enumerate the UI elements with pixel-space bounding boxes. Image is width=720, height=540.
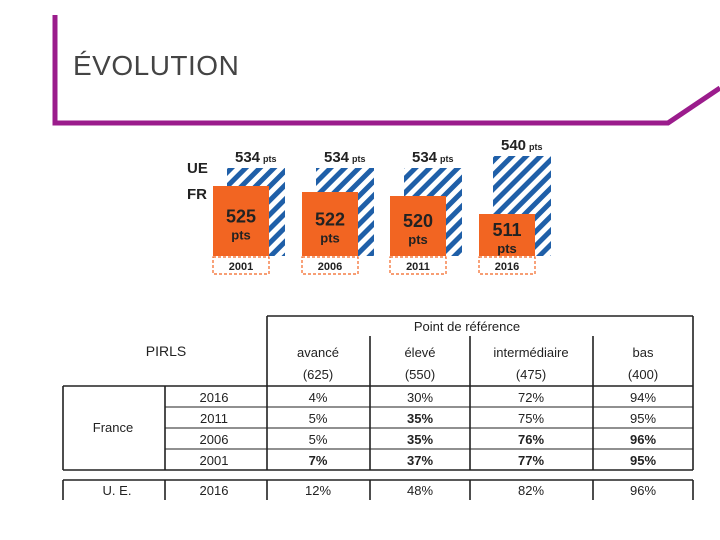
year-box bbox=[389, 256, 447, 275]
year-box bbox=[212, 256, 270, 275]
fr-bar-value: 525 bbox=[226, 206, 256, 226]
column-score: (400) bbox=[628, 367, 658, 382]
fr-series-label: FR bbox=[187, 186, 207, 203]
france-row-label: France bbox=[93, 420, 133, 435]
fr-bar bbox=[479, 214, 535, 256]
column-score: (625) bbox=[303, 367, 333, 382]
eu-bar-value: 534 pts bbox=[412, 149, 454, 166]
table-cell: 5% bbox=[309, 411, 328, 426]
frame-accent-line bbox=[52, 15, 720, 126]
fr-bar-value: 511 bbox=[492, 220, 521, 240]
table-cell: 4% bbox=[309, 390, 328, 405]
eu-table-cell: 48% bbox=[407, 483, 433, 498]
table-cell: 5% bbox=[309, 432, 328, 447]
table-cell: 95% bbox=[630, 453, 656, 468]
column-header: élevé bbox=[404, 345, 435, 360]
table-cell: 76% bbox=[518, 432, 544, 447]
table-cell: 77% bbox=[518, 453, 544, 468]
fr-bar-unit: pts bbox=[320, 230, 340, 245]
table-cell: 35% bbox=[407, 411, 433, 426]
eu-label-bg bbox=[493, 134, 551, 154]
row-year: 2011 bbox=[200, 411, 228, 426]
column-header: avancé bbox=[297, 345, 339, 360]
eu-series-label: UE bbox=[187, 160, 208, 177]
eu-bar-unit: pts bbox=[352, 154, 366, 164]
eu-row-label: U. E. bbox=[103, 483, 132, 498]
eu-table-cell: 96% bbox=[630, 483, 656, 498]
row-year: 2016 bbox=[200, 390, 229, 405]
fr-bar-unit: pts bbox=[231, 227, 251, 242]
eu-bar-value: 540 pts bbox=[501, 137, 543, 154]
table-cell: 95% bbox=[630, 411, 656, 426]
column-score: (550) bbox=[405, 367, 435, 382]
year-label: 2011 bbox=[406, 261, 430, 273]
table-cell: 75% bbox=[518, 411, 544, 426]
eu-bar-unit: pts bbox=[263, 154, 277, 164]
eu-label-bg bbox=[227, 146, 285, 166]
column-header: bas bbox=[633, 345, 654, 360]
year-label: 2006 bbox=[318, 261, 342, 273]
fr-bar bbox=[390, 196, 446, 256]
fr-bar-value: 520 bbox=[403, 211, 433, 231]
table-cell: 72% bbox=[518, 390, 544, 405]
year-label: 2001 bbox=[229, 261, 253, 273]
eu-label-bg bbox=[404, 146, 462, 166]
eu-table-cell: 82% bbox=[518, 483, 544, 498]
column-score: (475) bbox=[516, 367, 546, 382]
table-cell: 37% bbox=[407, 453, 433, 468]
eu-bar-value: 534 pts bbox=[235, 149, 277, 166]
table-corner-label: PIRLS bbox=[146, 343, 186, 359]
fr-bar-unit: pts bbox=[408, 232, 428, 247]
eu-bar-value: 534 pts bbox=[324, 149, 366, 166]
row-year: 2006 bbox=[200, 432, 229, 447]
eu-row-year: 2016 bbox=[200, 483, 229, 498]
table-group-header: Point de référence bbox=[414, 319, 520, 334]
table-cell: 7% bbox=[309, 453, 328, 468]
row-year: 2001 bbox=[200, 453, 229, 468]
eu-bar-unit: pts bbox=[440, 154, 454, 164]
fr-bar bbox=[302, 192, 358, 256]
table-cell: 94% bbox=[630, 390, 656, 405]
year-box bbox=[301, 256, 359, 275]
page-title: ÉVOLUTION bbox=[73, 50, 240, 81]
column-header: intermédiaire bbox=[493, 345, 568, 360]
table-cell: 96% bbox=[630, 432, 656, 447]
eu-bar-unit: pts bbox=[529, 142, 543, 152]
fr-bar-value: 522 bbox=[315, 209, 345, 229]
year-label: 2016 bbox=[495, 261, 519, 273]
table-cell: 35% bbox=[407, 432, 433, 447]
eu-label-bg bbox=[316, 146, 374, 166]
fr-bar-unit: pts bbox=[497, 241, 517, 256]
year-box bbox=[478, 256, 536, 275]
eu-table-cell: 12% bbox=[305, 483, 331, 498]
table-cell: 30% bbox=[407, 390, 433, 405]
fr-bar bbox=[213, 186, 269, 256]
